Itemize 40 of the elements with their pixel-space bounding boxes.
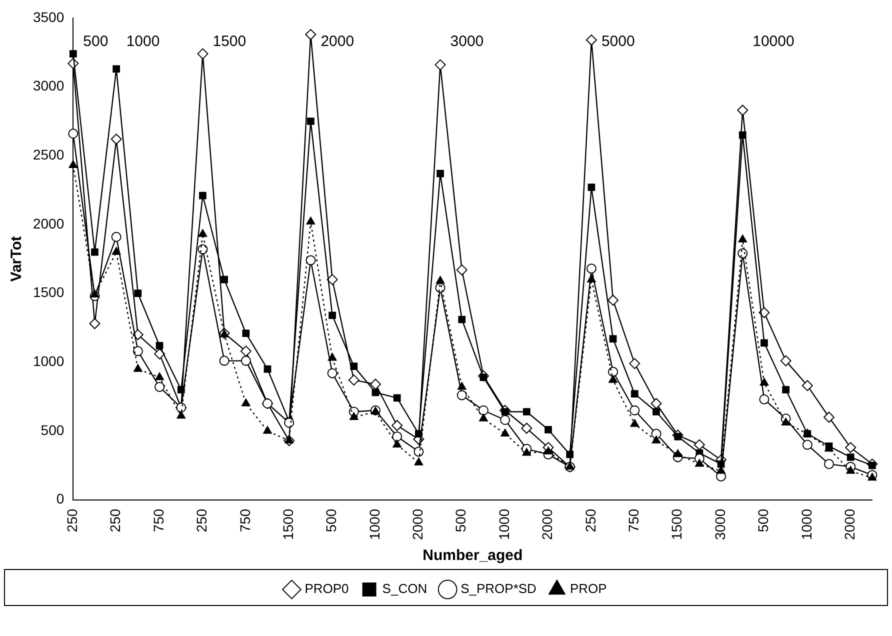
x-tick-label: 1000 <box>798 508 814 540</box>
y-tick-label: 2500 <box>32 146 64 163</box>
x-tick-label: 750 <box>626 508 642 532</box>
y-tick-label: 0 <box>56 490 64 507</box>
x-tick-label: 250 <box>194 508 210 532</box>
annotation: 1000 <box>126 33 160 50</box>
x-axis-title: Number_aged <box>422 547 523 564</box>
y-tick-label: 3000 <box>32 78 64 94</box>
x-tick-label: 1500 <box>280 508 296 540</box>
y-tick-label: 500 <box>40 422 64 438</box>
x-tick-label: 250 <box>107 508 124 532</box>
x-tick-label: 1000 <box>366 508 382 540</box>
y-tick-label: 2000 <box>32 215 64 232</box>
legend-label: S_PROP*SD <box>460 581 536 596</box>
x-tick-label: 750 <box>150 508 166 532</box>
x-tick-label: 500 <box>323 508 340 532</box>
legend-label: S_CON <box>382 581 428 596</box>
x-tick-label: 2000 <box>841 508 858 540</box>
x-tick-label: 250 <box>582 508 598 532</box>
x-tick-label: 2000 <box>539 508 556 540</box>
x-tick-label: 500 <box>755 508 772 532</box>
x-tick-label: 500 <box>452 508 469 532</box>
annotation: 2000 <box>320 33 354 50</box>
x-tick-label: 750 <box>236 508 253 532</box>
x-tick-label: 1500 <box>668 508 685 540</box>
y-tick-label: 1500 <box>32 284 64 300</box>
y-axis-title: VarTot <box>8 236 26 282</box>
x-tick-label: 2000 <box>410 508 426 540</box>
y-tick-label: 1000 <box>32 353 64 370</box>
annotation: 3000 <box>450 33 484 50</box>
x-tick-label: 3000 <box>712 508 728 540</box>
legend-label: PROP0 <box>304 581 349 596</box>
legend-label: PROP <box>570 581 607 596</box>
annotation: 1500 <box>212 33 246 50</box>
annotation: 10000 <box>752 33 794 50</box>
y-tick-label: 3500 <box>32 8 64 25</box>
x-tick-label: 250 <box>64 508 80 532</box>
x-tick-label: 1000 <box>496 508 512 540</box>
annotation: 500 <box>83 33 108 50</box>
annotation: 5000 <box>601 33 635 50</box>
